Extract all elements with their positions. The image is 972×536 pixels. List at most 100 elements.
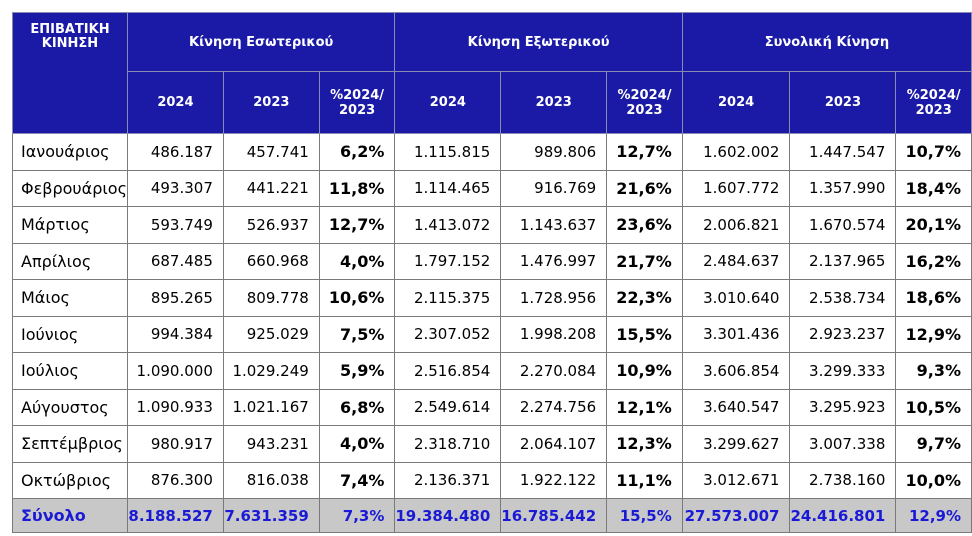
cell-total-2024: 27.573.007 <box>681 498 791 533</box>
cell-total-2023: 1.357.990 <box>789 169 897 207</box>
cell-international-pct: 21,7% <box>606 242 683 280</box>
cell-international-2024: 19.384.480 <box>394 498 502 533</box>
cell-international-2024: 2.318.710 <box>394 425 502 463</box>
cell-total-2024: 3.299.627 <box>681 425 791 463</box>
cell-international-pct: 15,5% <box>606 315 683 353</box>
cell-total-2024: 1.602.002 <box>681 133 791 171</box>
month-label: Ιούλιος <box>12 352 128 390</box>
cell-international-2023: 2.274.756 <box>500 388 608 426</box>
cell-total-2023: 3.295.923 <box>789 388 897 426</box>
cell-total-2024: 3.606.854 <box>681 352 791 390</box>
passenger-traffic-table: ΕΠΙΒΑΤΙΚΗ ΚΙΝΗΣΗ Κίνηση Εσωτερικού Κίνησ… <box>12 12 972 533</box>
cell-domestic-pct: 10,6% <box>318 279 396 317</box>
cell-total-2023: 2.538.734 <box>789 279 897 317</box>
month-label: Απρίλιος <box>12 242 128 280</box>
cell-domestic-2023: 1.021.167 <box>222 388 320 426</box>
cell-international-2024: 1.413.072 <box>394 206 502 244</box>
cell-total-pct: 12,9% <box>895 315 972 353</box>
cell-total-pct: 16,2% <box>895 242 972 280</box>
month-label: Σεπτέμβριος <box>12 425 128 463</box>
cell-international-2024: 1.115.815 <box>394 133 502 171</box>
cell-total-2024: 3.010.640 <box>681 279 791 317</box>
cell-total-2023: 1.670.574 <box>789 206 897 244</box>
month-label: Οκτώβριος <box>12 461 128 499</box>
cell-domestic-2023: 526.937 <box>222 206 320 244</box>
total-label: Σύνολο <box>12 498 128 533</box>
cell-international-2023: 1.476.997 <box>500 242 608 280</box>
cell-international-pct: 12,1% <box>606 388 683 426</box>
table-row: Φεβρουάριος 493.307 441.221 11,8% 1.114.465 9… <box>12 169 972 207</box>
cell-international-pct: 21,6% <box>606 169 683 207</box>
table-body: Ιανουάριος 486.187 457.741 6,2% 1.115.815 989… <box>12 133 972 533</box>
cell-domestic-pct: 6,2% <box>318 133 396 171</box>
table-row: Οκτώβριος 876.300 816.038 7,4% 2.136.371 1.92… <box>12 461 972 499</box>
cell-international-2024: 2.307.052 <box>394 315 502 353</box>
cell-total-pct: 10,0% <box>895 461 972 499</box>
cell-international-2023: 1.728.956 <box>500 279 608 317</box>
cell-domestic-2024: 493.307 <box>126 169 224 207</box>
cell-international-2023: 1.922.122 <box>500 461 608 499</box>
cell-domestic-pct: 6,8% <box>318 388 396 426</box>
month-label: Φεβρουάριος <box>12 169 128 207</box>
total-row: Σύνολο 8.188.527 7.631.359 7,3% 19.384.480 16… <box>12 498 972 533</box>
cell-domestic-pct: 7,3% <box>318 498 396 533</box>
month-label: Ιούνιος <box>12 315 128 353</box>
cell-domestic-2024: 876.300 <box>126 461 224 499</box>
cell-international-pct: 12,3% <box>606 425 683 463</box>
cell-international-2024: 2.115.375 <box>394 279 502 317</box>
col-header-2023: 2023 <box>789 71 897 134</box>
cell-international-pct: 23,6% <box>606 206 683 244</box>
month-label: Αύγουστος <box>12 388 128 426</box>
cell-domestic-2023: 441.221 <box>222 169 320 207</box>
cell-domestic-2024: 1.090.000 <box>126 352 224 390</box>
cell-international-2024: 2.516.854 <box>394 352 502 390</box>
cell-total-2024: 2.484.637 <box>681 242 791 280</box>
cell-domestic-2024: 895.265 <box>126 279 224 317</box>
group-header-international: Κίνηση Εξωτερικού <box>394 12 683 72</box>
cell-domestic-2023: 943.231 <box>222 425 320 463</box>
cell-international-2024: 2.136.371 <box>394 461 502 499</box>
cell-domestic-2023: 925.029 <box>222 315 320 353</box>
cell-international-2023: 2.270.084 <box>500 352 608 390</box>
cell-total-2023: 3.007.338 <box>789 425 897 463</box>
cell-international-2023: 16.785.442 <box>500 498 608 533</box>
cell-total-pct: 20,1% <box>895 206 972 244</box>
month-label: Μάιος <box>12 279 128 317</box>
cell-domestic-2023: 457.741 <box>222 133 320 171</box>
col-header-2024: 2024 <box>126 71 224 134</box>
cell-total-pct: 10,7% <box>895 133 972 171</box>
table-row: Ιούνιος 994.384 925.029 7,5% 2.307.052 1.998.… <box>12 315 972 353</box>
cell-domestic-2024: 8.188.527 <box>126 498 224 533</box>
cell-international-2024: 1.114.465 <box>394 169 502 207</box>
table-row: Ιανουάριος 486.187 457.741 6,2% 1.115.815 989… <box>12 133 972 171</box>
cell-total-2023: 2.738.160 <box>789 461 897 499</box>
cell-total-2023: 3.299.333 <box>789 352 897 390</box>
cell-domestic-pct: 5,9% <box>318 352 396 390</box>
col-header-2023: 2023 <box>222 71 320 134</box>
cell-international-pct: 15,5% <box>606 498 683 533</box>
cell-total-2023: 2.923.237 <box>789 315 897 353</box>
cell-total-2024: 3.012.671 <box>681 461 791 499</box>
cell-domestic-2023: 660.968 <box>222 242 320 280</box>
cell-international-2023: 1.143.637 <box>500 206 608 244</box>
col-header-pct-change: %2024/ 2023 <box>318 71 396 134</box>
cell-total-2024: 3.640.547 <box>681 388 791 426</box>
cell-international-pct: 11,1% <box>606 461 683 499</box>
cell-international-2024: 1.797.152 <box>394 242 502 280</box>
cell-total-2023: 1.447.547 <box>789 133 897 171</box>
cell-domestic-pct: 4,0% <box>318 242 396 280</box>
month-label: Ιανουάριος <box>12 133 128 171</box>
cell-total-pct: 12,9% <box>895 498 972 533</box>
cell-total-pct: 18,6% <box>895 279 972 317</box>
cell-total-2024: 2.006.821 <box>681 206 791 244</box>
cell-domestic-2024: 687.485 <box>126 242 224 280</box>
cell-domestic-2023: 809.778 <box>222 279 320 317</box>
cell-domestic-2023: 7.631.359 <box>222 498 320 533</box>
table-row: Μάιος 895.265 809.778 10,6% 2.115.375 1.728.9… <box>12 279 972 317</box>
col-header-2024: 2024 <box>394 71 502 134</box>
cell-domestic-2023: 816.038 <box>222 461 320 499</box>
col-header-2024: 2024 <box>681 71 791 134</box>
cell-domestic-2024: 593.749 <box>126 206 224 244</box>
cell-international-pct: 10,9% <box>606 352 683 390</box>
cell-domestic-2024: 994.384 <box>126 315 224 353</box>
